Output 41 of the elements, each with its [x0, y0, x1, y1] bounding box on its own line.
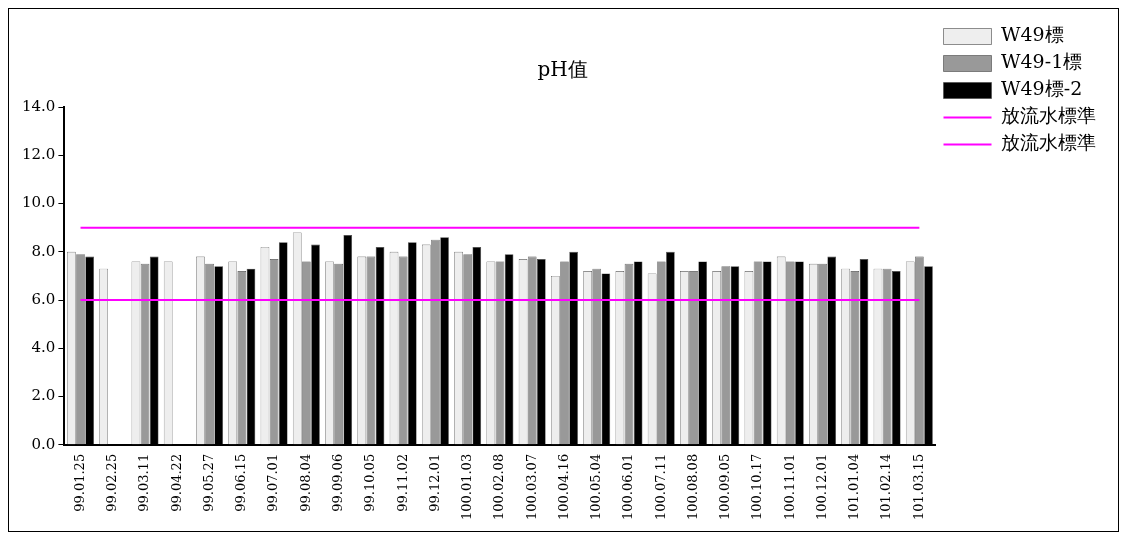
x-tick-label: 100.10.17: [749, 453, 765, 521]
x-tick-label: 101.02.14: [878, 453, 894, 521]
x-tick-label: 99.12.01: [426, 453, 442, 512]
x-tick-label: 100.09.05: [717, 453, 733, 521]
y-tick-label: 12.0: [21, 145, 56, 164]
x-tick-label: 100.11.01: [781, 453, 797, 521]
x-tick-label: 99.09.06: [330, 453, 346, 512]
x-tick-label: 99.08.04: [297, 453, 313, 512]
x-tick-label: 99.03.11: [136, 453, 152, 512]
y-tick-label: 0.0: [31, 434, 56, 453]
y-tick-label: 10.0: [21, 193, 56, 212]
y-tick-label: 6.0: [31, 289, 56, 308]
x-tick-label: 100.12.01: [813, 453, 829, 521]
x-tick-label: 99.04.22: [168, 453, 184, 512]
x-tick-label: 100.02.08: [491, 453, 507, 521]
y-tick-label: 14.0: [21, 96, 56, 115]
chart-title: pH值: [537, 57, 588, 82]
x-tick-label: 99.01.25: [71, 453, 87, 512]
x-tick-label: 100.05.04: [588, 453, 604, 521]
x-tick-label: 99.07.01: [265, 453, 281, 512]
x-tick-label: 99.05.27: [200, 453, 216, 512]
legend-label: 放流水標準: [1001, 131, 1096, 154]
x-tick-label: 101.01.04: [846, 453, 862, 521]
x-tick-label: 100.06.01: [620, 453, 636, 521]
x-tick-label: 100.03.07: [523, 453, 539, 521]
x-tick-label: 99.02.25: [104, 453, 120, 512]
legend-label: W49標: [1001, 23, 1064, 46]
x-tick-label: 100.04.16: [555, 453, 571, 521]
y-tick-label: 4.0: [31, 338, 56, 357]
x-tick-label: 101.03.15: [910, 453, 926, 521]
x-tick-label: 100.08.08: [684, 453, 700, 521]
y-tick-label: 8.0: [31, 241, 56, 260]
legend-label: W49-1標: [1001, 50, 1083, 73]
y-tick-label: 2.0: [31, 386, 56, 405]
x-tick-label: 99.06.15: [233, 453, 249, 512]
x-tick-label: 99.11.02: [394, 453, 410, 512]
x-tick-label: 99.10.05: [362, 453, 378, 512]
x-tick-label: 100.07.11: [652, 453, 668, 521]
legend-label: 放流水標準: [1001, 104, 1096, 127]
x-tick-label: 100.01.03: [459, 453, 475, 521]
legend-label: W49標-2: [1001, 77, 1083, 100]
